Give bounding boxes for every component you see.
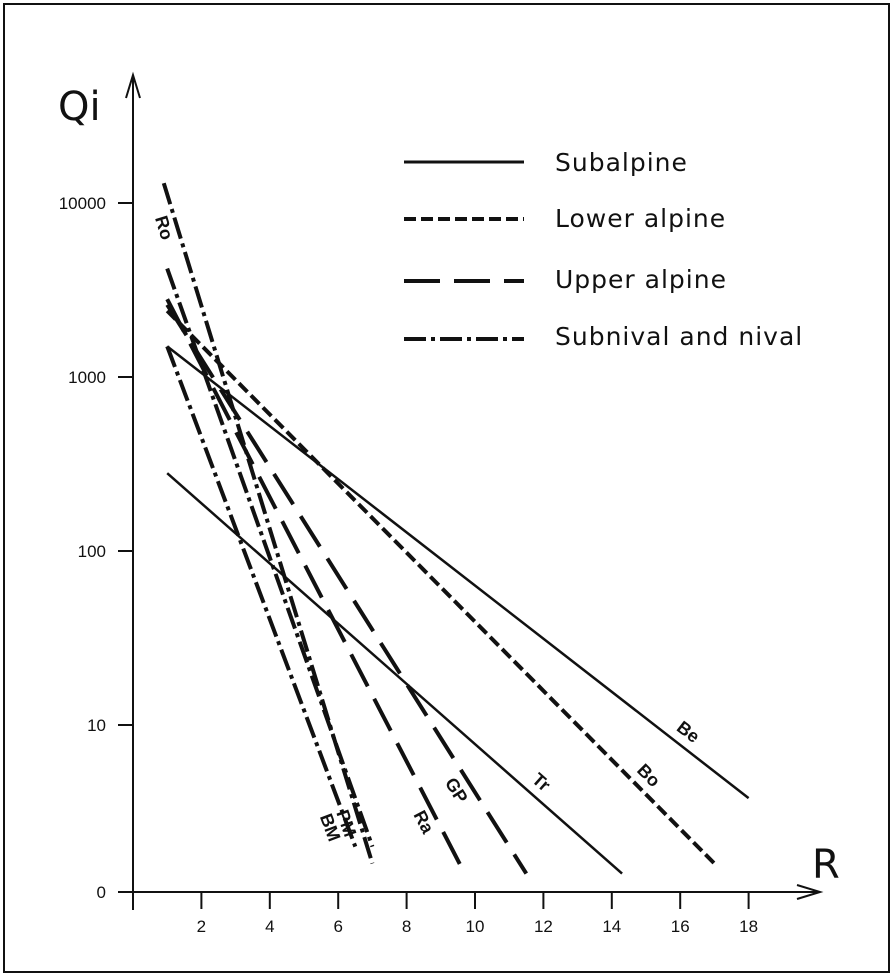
series-line-bm bbox=[165, 345, 358, 848]
x-tick-label-14: 14 bbox=[602, 917, 621, 936]
x-tick-label-16: 16 bbox=[671, 917, 690, 936]
x-tick-label-18: 18 bbox=[739, 917, 758, 936]
legend-label-subnival: Subnival and nival bbox=[555, 322, 803, 351]
x-tick-label-8: 8 bbox=[402, 917, 411, 936]
series-line-gp bbox=[165, 303, 528, 875]
x-tick-label-10: 10 bbox=[466, 917, 485, 936]
legend-label-subalpine: Subalpine bbox=[555, 148, 688, 177]
series-line-ro bbox=[161, 182, 375, 865]
y-ticks: 0 10 100 1000 10000 bbox=[59, 194, 133, 902]
legend: Subalpine Lower alpine Upper alpine Subn… bbox=[404, 148, 803, 351]
series-line-tr bbox=[166, 472, 623, 875]
legend-label-upper-alpine: Upper alpine bbox=[555, 265, 727, 294]
axes: Qi R bbox=[58, 71, 840, 910]
x-tick-label-4: 4 bbox=[265, 917, 274, 936]
x-axis-label: R bbox=[812, 842, 840, 888]
series-line-ra bbox=[165, 298, 467, 875]
legend-label-lower-alpine: Lower alpine bbox=[555, 204, 726, 233]
y-tick-label-1000: 1000 bbox=[68, 368, 106, 387]
y-axis-arrow bbox=[125, 71, 141, 99]
chart-frame bbox=[3, 3, 890, 973]
series-lines bbox=[161, 182, 750, 875]
x-tick-label-6: 6 bbox=[333, 917, 342, 936]
y-tick-label-0: 0 bbox=[97, 883, 106, 902]
x-axis-arrow bbox=[796, 884, 824, 900]
x-ticks: 2 4 6 8 10 12 14 16 18 bbox=[197, 892, 758, 936]
y-tick-label-10000: 10000 bbox=[59, 194, 106, 213]
y-tick-label-100: 100 bbox=[78, 542, 106, 561]
x-tick-label-2: 2 bbox=[197, 917, 206, 936]
series-line-bo bbox=[165, 309, 716, 865]
y-tick-label-10: 10 bbox=[87, 716, 106, 735]
x-tick-label-12: 12 bbox=[534, 917, 553, 936]
series-line-be bbox=[166, 345, 750, 800]
y-axis-label: Qi bbox=[58, 84, 101, 130]
